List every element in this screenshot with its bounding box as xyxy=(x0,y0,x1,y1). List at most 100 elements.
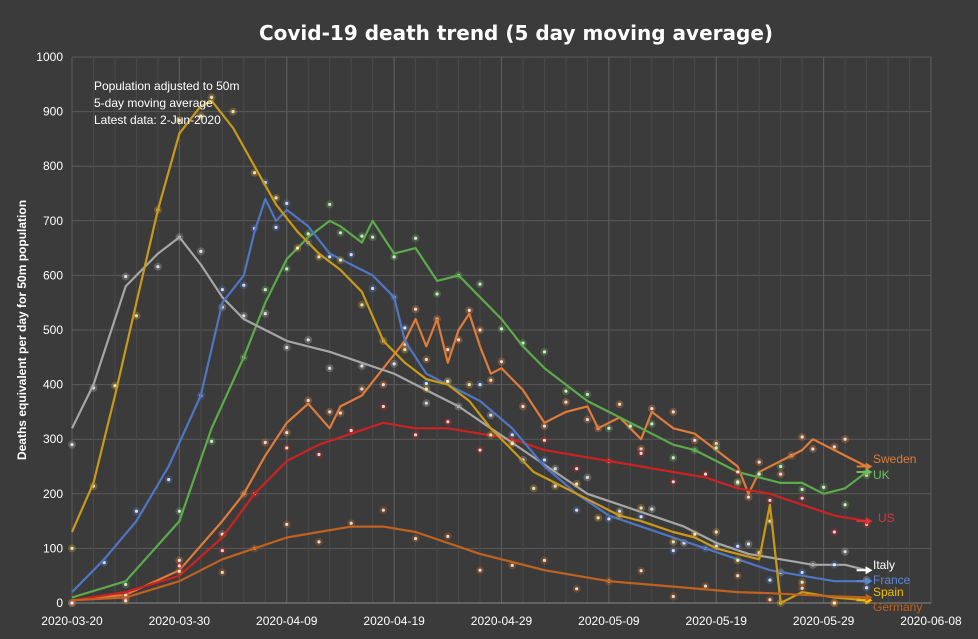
daily-point xyxy=(671,456,675,460)
daily-point xyxy=(360,387,364,391)
daily-point xyxy=(285,446,289,450)
daily-point xyxy=(414,307,418,311)
series-sweden xyxy=(68,305,871,607)
daily-point xyxy=(338,231,343,235)
daily-point xyxy=(736,558,740,563)
daily-point xyxy=(800,570,804,575)
daily-point xyxy=(542,558,547,563)
daily-point xyxy=(424,401,428,405)
series-france xyxy=(68,178,871,607)
daily-point xyxy=(295,246,300,250)
daily-point xyxy=(199,114,203,118)
daily-point xyxy=(489,413,493,417)
daily-point xyxy=(779,464,783,469)
daily-point xyxy=(671,480,675,484)
y-axis-ticks: 0 100 200 300 400 500 600 700 800 900 1000 xyxy=(36,50,63,610)
series-us xyxy=(68,402,871,607)
daily-point xyxy=(446,420,450,424)
y-tick-label: 700 xyxy=(43,214,63,228)
series-line-germany xyxy=(71,525,867,602)
daily-point xyxy=(424,357,428,362)
daily-point xyxy=(768,578,772,582)
daily-point xyxy=(167,478,171,482)
daily-point xyxy=(800,496,804,500)
daily-point xyxy=(639,506,643,510)
daily-point xyxy=(585,417,590,422)
daily-point xyxy=(349,253,353,257)
daily-point xyxy=(338,258,343,262)
daily-point xyxy=(134,314,139,318)
daily-point xyxy=(177,509,181,513)
daily-point xyxy=(220,287,224,292)
daily-point xyxy=(177,558,181,563)
daily-point xyxy=(371,235,375,239)
x-tick-label: 2020-04-19 xyxy=(363,614,425,628)
daily-point xyxy=(360,234,364,238)
daily-point xyxy=(414,536,418,541)
daily-point xyxy=(607,426,611,430)
daily-point xyxy=(263,312,267,316)
series-end-arrowhead xyxy=(865,462,873,471)
daily-point xyxy=(478,383,482,387)
series-end-arrowhead xyxy=(865,566,873,575)
daily-point xyxy=(392,255,396,259)
x-tick-label: 2020-04-09 xyxy=(256,614,318,628)
daily-point xyxy=(832,563,836,567)
daily-point xyxy=(317,452,321,457)
daily-point xyxy=(199,249,203,253)
daily-point xyxy=(124,582,128,587)
daily-point xyxy=(800,487,804,492)
daily-point xyxy=(478,282,482,286)
daily-point xyxy=(328,202,332,207)
daily-point xyxy=(650,407,654,411)
daily-point xyxy=(124,274,128,279)
x-tick-label: 2020-04-29 xyxy=(471,614,533,628)
daily-point xyxy=(832,530,836,534)
series-label-sweden: Sweden xyxy=(873,452,916,466)
daily-point xyxy=(360,364,364,368)
daily-point xyxy=(757,460,761,464)
daily-point xyxy=(306,398,310,403)
daily-point xyxy=(456,338,461,342)
x-axis-ticks: 2020-03-20 2020-03-30 2020-04-09 2020-04-19… xyxy=(41,614,962,628)
daily-point xyxy=(478,448,482,452)
daily-point xyxy=(757,472,761,476)
note-line-3: Latest data: 2-Jun-2020 xyxy=(94,113,221,127)
daily-point xyxy=(467,383,471,387)
daily-point xyxy=(703,472,708,476)
daily-point xyxy=(70,601,74,605)
series-label-uk: UK xyxy=(873,468,890,482)
daily-point xyxy=(252,171,257,175)
series-end-arrowhead xyxy=(865,593,873,602)
daily-point xyxy=(800,580,804,584)
daily-point xyxy=(693,532,697,536)
daily-point xyxy=(575,467,579,471)
daily-point xyxy=(349,428,353,433)
daily-point xyxy=(800,586,804,590)
daily-point xyxy=(102,560,106,565)
daily-point xyxy=(639,515,643,519)
daily-point xyxy=(521,404,525,409)
daily-point xyxy=(446,534,450,538)
series-group xyxy=(68,93,871,607)
daily-point xyxy=(220,548,224,553)
x-tick-label: 2020-03-30 xyxy=(149,614,211,628)
daily-point xyxy=(768,498,772,502)
daily-point xyxy=(553,467,557,471)
daily-point xyxy=(381,383,385,387)
daily-point xyxy=(650,422,654,426)
daily-point xyxy=(639,569,643,573)
daily-point xyxy=(285,201,289,205)
daily-point xyxy=(585,475,590,480)
daily-point xyxy=(499,327,504,331)
y-tick-label: 1000 xyxy=(36,50,63,64)
daily-point xyxy=(263,287,267,292)
daily-point xyxy=(736,480,740,484)
series-end-arrowhead xyxy=(865,517,873,526)
daily-point xyxy=(70,546,74,551)
daily-point xyxy=(736,470,740,474)
daily-point xyxy=(822,485,826,489)
